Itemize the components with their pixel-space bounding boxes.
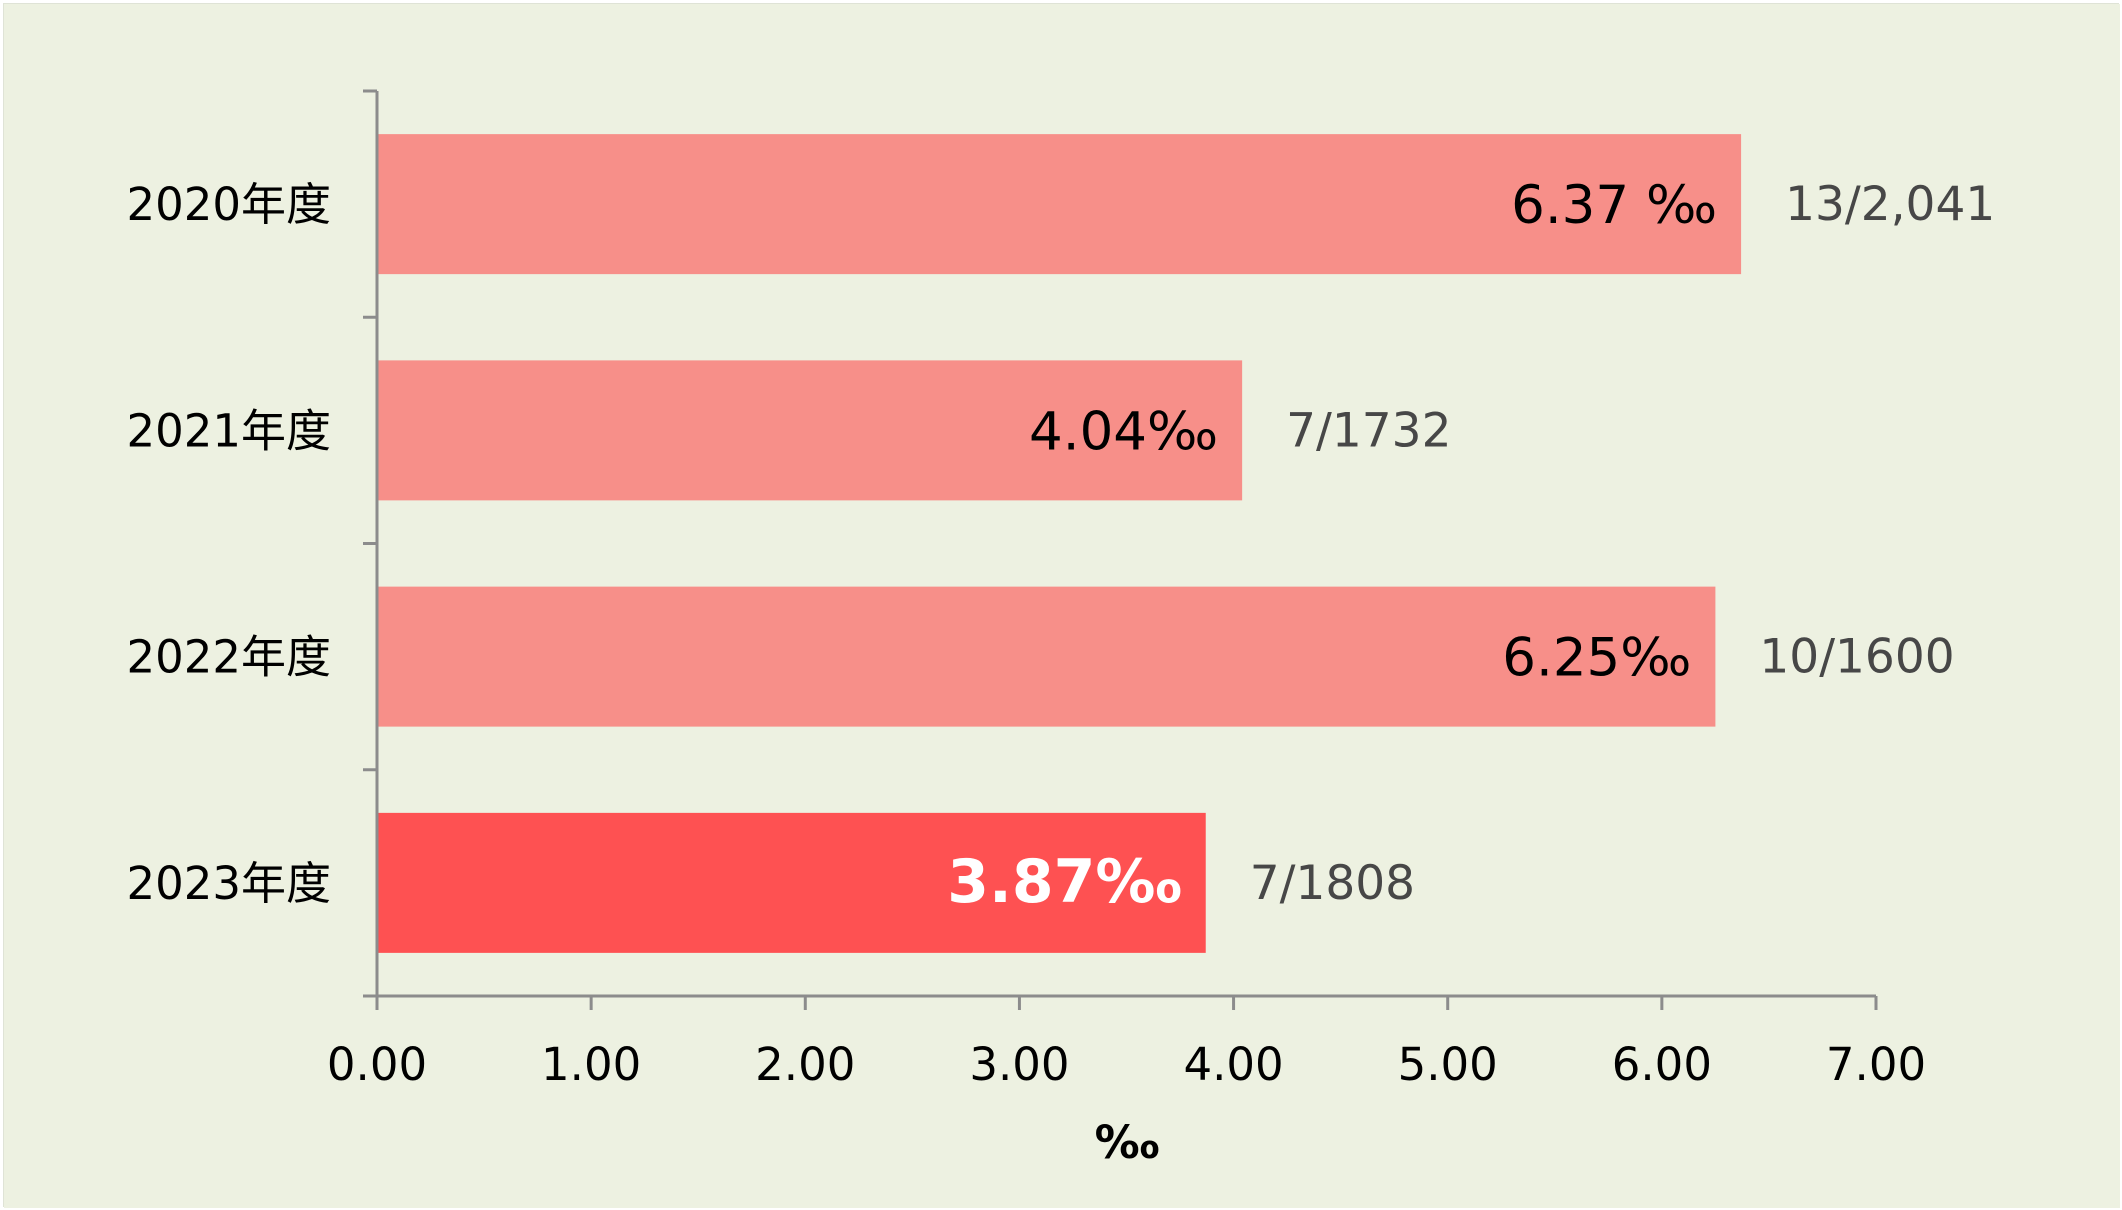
value-label: 6.25‰: [1502, 628, 1691, 689]
bar: [378, 360, 1243, 501]
axis-layer: [363, 89, 1878, 1010]
chart-frame: 2020年度 6.37 ‰ 13/2,041 2021年度 4.04‰ 7/1732 202…: [3, 3, 2120, 1208]
bar: [378, 812, 1206, 953]
bar: [378, 586, 1716, 727]
bar-chart: 2020年度 6.37 ‰ 13/2,041 2021年度 4.04‰ 7/1732 202…: [4, 4, 2120, 1208]
x-tick-label: 7.00: [1826, 1038, 1926, 1091]
value-label: 3.87‰: [947, 847, 1181, 917]
category-label: 2022年度: [126, 631, 331, 684]
value-label: 6.37 ‰: [1511, 175, 1717, 236]
x-tick-label: 2.00: [755, 1038, 855, 1091]
ratio-annotation: 10/1600: [1759, 630, 1954, 685]
category-label: 2021年度: [126, 404, 331, 457]
bars-layer: [378, 134, 1742, 953]
labels-layer: 2020年度 6.37 ‰ 13/2,041 2021年度 4.04‰ 7/1732 202…: [126, 175, 1995, 1091]
x-axis-label: ‰: [1095, 1116, 1160, 1169]
category-label: 2020年度: [126, 178, 331, 231]
ratio-annotation: 7/1732: [1286, 403, 1451, 458]
x-tick-label: 3.00: [969, 1038, 1069, 1091]
x-tick-label: 4.00: [1183, 1038, 1283, 1091]
ratio-annotation: 7/1808: [1250, 856, 1415, 911]
x-tick-label: 1.00: [541, 1038, 641, 1091]
value-label: 4.04‰: [1029, 401, 1218, 462]
x-tick-label: 5.00: [1398, 1038, 1498, 1091]
x-tick-label: 0.00: [327, 1038, 427, 1091]
bar: [378, 134, 1742, 275]
ratio-annotation: 13/2,041: [1785, 177, 1995, 232]
x-tick-label: 6.00: [1612, 1038, 1712, 1091]
category-label: 2023年度: [126, 857, 331, 910]
